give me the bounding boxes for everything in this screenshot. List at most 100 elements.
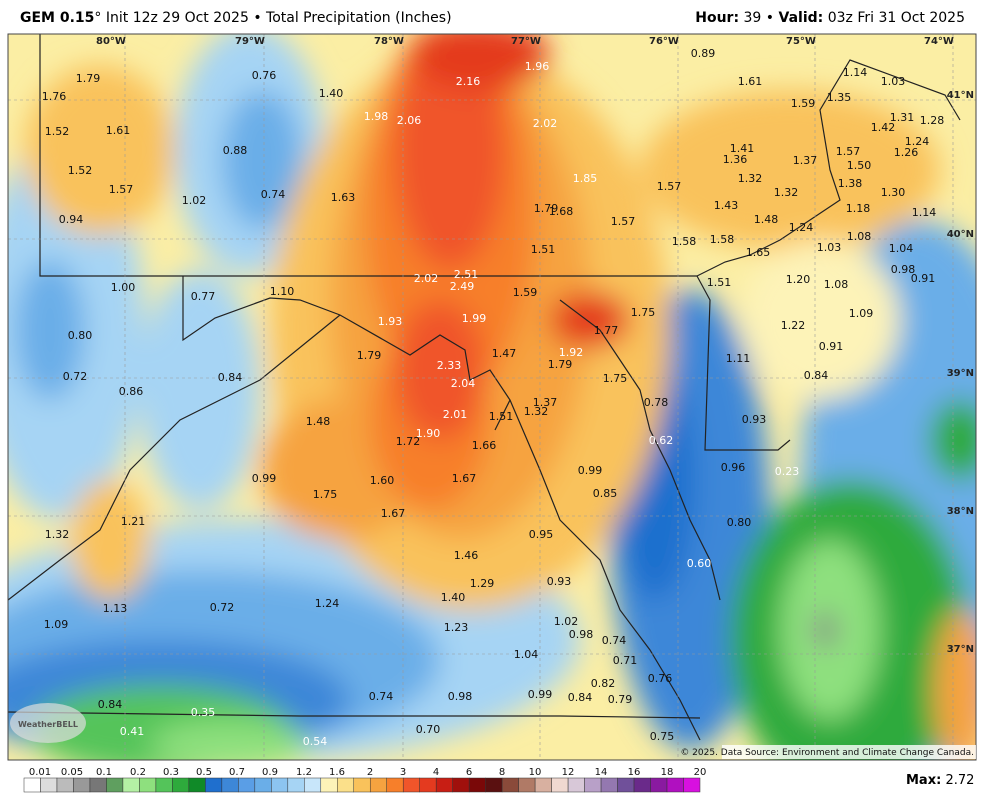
- point-value: 1.51: [489, 410, 514, 423]
- point-value: 1.28: [920, 114, 945, 127]
- point-value: 2.04: [451, 377, 476, 390]
- colorbar-label: 0.05: [61, 767, 83, 778]
- colorbar-cell: [419, 777, 437, 793]
- point-value: 0.82: [591, 677, 616, 690]
- shade: [934, 610, 976, 760]
- colorbar-label: 1.6: [329, 767, 345, 778]
- colorbar-cell: [40, 777, 58, 793]
- point-value: 1.58: [672, 235, 697, 248]
- colorbar-label: 2: [367, 767, 373, 778]
- point-value: 1.29: [470, 577, 495, 590]
- point-value: 0.95: [529, 528, 554, 541]
- point-value: 1.11: [726, 352, 751, 365]
- point-value: 1.75: [603, 372, 628, 385]
- colorbar-cell: [402, 777, 420, 793]
- shade: [70, 480, 150, 600]
- colorbar-label: 12: [562, 767, 575, 778]
- colorbar-label: 20: [694, 767, 707, 778]
- point-value: 1.67: [452, 472, 477, 485]
- valid: 03z Fri 31 Oct 2025: [828, 10, 965, 26]
- point-value: 2.06: [397, 114, 422, 127]
- point-value: 1.40: [319, 87, 344, 100]
- point-value: 1.93: [378, 315, 403, 328]
- point-value: 1.76: [42, 90, 67, 103]
- point-value: 0.84: [804, 369, 829, 382]
- point-value: 0.84: [568, 691, 593, 704]
- shade: [150, 720, 310, 760]
- shade: [395, 34, 505, 270]
- point-value: 1.57: [109, 183, 134, 196]
- shade: [740, 240, 900, 400]
- colorbar-cell: [155, 777, 173, 793]
- point-value: 1.31: [890, 111, 915, 124]
- point-value: 0.86: [119, 385, 144, 398]
- point-value: 1.08: [847, 230, 872, 243]
- point-value: 1.24: [905, 135, 930, 148]
- point-value: 0.78: [644, 396, 669, 409]
- colorbar-cell: [534, 777, 552, 793]
- point-value: 1.00: [111, 281, 136, 294]
- point-value: 0.98: [448, 690, 473, 703]
- point-value: 1.67: [381, 507, 406, 520]
- point-value: 1.04: [889, 242, 914, 255]
- shade: [222, 90, 302, 230]
- colorbar-cell: [501, 777, 519, 793]
- point-value: 1.09: [44, 618, 69, 631]
- point-value: 1.21: [121, 515, 146, 528]
- point-value: 0.98: [569, 628, 594, 641]
- colorbar: 0.01 0.05 0.1 0.2 0.3 0.5 0.7 0.9 1.2 1.6 2 3 4 6 8 10 1…: [23, 767, 707, 793]
- point-value: 2.49: [450, 280, 475, 293]
- init: Init 12z 29 Oct 2025: [106, 10, 249, 26]
- point-value: 1.79: [76, 72, 101, 85]
- colorbar-label: 0.5: [196, 767, 212, 778]
- lat-label: 40°N: [947, 229, 974, 240]
- colorbar-cell: [567, 777, 585, 793]
- hour-label: Hour:: [695, 10, 739, 26]
- point-value: 1.75: [313, 488, 338, 501]
- colorbar-cell: [89, 777, 107, 793]
- lon-label: 74°W: [924, 36, 954, 47]
- point-value: 2.01: [443, 408, 468, 421]
- point-value: 1.85: [573, 172, 598, 185]
- colorbar-cell: [205, 777, 223, 793]
- point-value: 0.35: [191, 706, 216, 719]
- borders: [8, 34, 961, 741]
- point-value: 1.08: [824, 278, 849, 291]
- point-value: 1.59: [513, 286, 538, 299]
- shade: [550, 292, 630, 348]
- point-value: 1.38: [838, 177, 863, 190]
- colorbar-cell: [122, 777, 140, 793]
- shade: [410, 34, 550, 90]
- colorbar-cell: [221, 777, 239, 793]
- shade: [640, 90, 940, 250]
- point-value: 1.61: [738, 75, 763, 88]
- point-value: 0.72: [63, 370, 88, 383]
- point-value: 0.99: [528, 688, 553, 701]
- point-value: 0.89: [691, 47, 716, 60]
- colorbar-label: 0.1: [96, 767, 112, 778]
- point-value: 0.91: [911, 272, 936, 285]
- logo-text: WeatherBELL: [18, 720, 78, 729]
- point-value: 0.23: [775, 465, 800, 478]
- point-value: 1.26: [894, 146, 919, 159]
- colorbar-label: 8: [499, 767, 505, 778]
- shade: [140, 270, 260, 510]
- point-value: 0.99: [252, 472, 277, 485]
- colorbar-cell: [666, 777, 684, 793]
- point-value: 1.72: [396, 435, 421, 448]
- colorbar-cell: [188, 777, 206, 793]
- point-value: 1.32: [774, 186, 799, 199]
- point-value: 0.54: [303, 735, 328, 748]
- point-value: 0.74: [369, 690, 394, 703]
- lon-label: 80°W: [96, 36, 126, 47]
- colorbar-label: 0.2: [130, 767, 146, 778]
- point-value: 1.22: [781, 319, 806, 332]
- colorbar-cell: [353, 777, 371, 793]
- colorbar-label: 0.7: [229, 767, 245, 778]
- colorbar-cell: [271, 777, 289, 793]
- header-right: Hour: 39 • Valid: 03z Fri 31 Oct 2025: [695, 10, 965, 26]
- colorbar-cell: [551, 777, 569, 793]
- colorbar-label: 14: [595, 767, 608, 778]
- point-value: 1.52: [45, 125, 70, 138]
- point-value: 0.62: [649, 434, 674, 447]
